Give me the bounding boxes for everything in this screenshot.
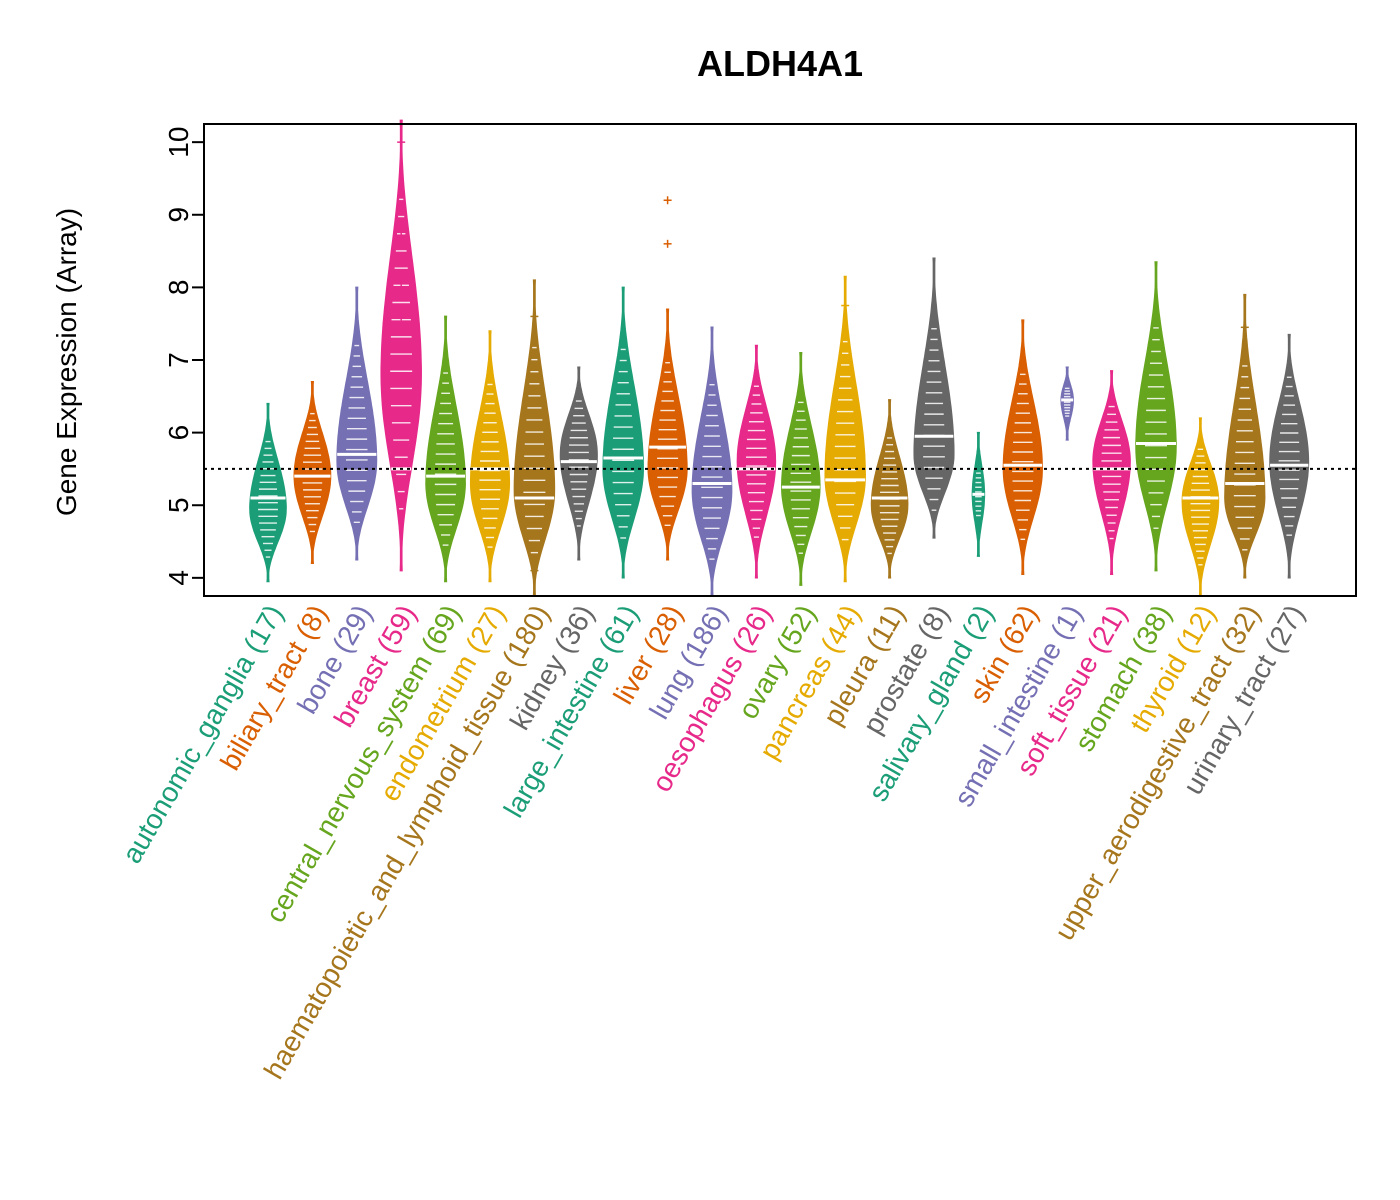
y-tick-label: 5 bbox=[163, 497, 194, 513]
chart-title: ALDH4A1 bbox=[697, 43, 863, 84]
violin-pleura bbox=[870, 399, 909, 579]
violin-bone bbox=[336, 286, 378, 561]
violin-haematopoietic_and_lymphoid_tissue bbox=[513, 279, 556, 597]
y-tick-label: 7 bbox=[163, 352, 194, 368]
y-tick-label: 8 bbox=[163, 280, 194, 296]
violin-biliary_tract bbox=[293, 381, 332, 565]
y-tick-label: 10 bbox=[163, 127, 194, 158]
y-axis: 4 5 6 7 8 9 10 bbox=[163, 127, 204, 586]
violin-liver bbox=[647, 308, 688, 561]
violin-urinary_tract bbox=[1269, 333, 1310, 579]
violin-small_intestine bbox=[1060, 366, 1074, 441]
y-tick-label: 9 bbox=[163, 207, 194, 223]
violin-lung bbox=[691, 326, 733, 597]
plot-area-frame bbox=[203, 123, 1357, 597]
violin-soft_tissue bbox=[1092, 370, 1131, 575]
violin-large_intestine bbox=[602, 286, 644, 579]
violin-upper_aerodigestive_tract bbox=[1224, 293, 1266, 579]
violin-skin bbox=[1002, 319, 1043, 575]
y-axis-label: Gene Expression (Array) bbox=[51, 208, 82, 516]
y-tick-label: 6 bbox=[163, 425, 194, 441]
violin-endometrium bbox=[469, 330, 511, 583]
x-axis-labels: autonomic_ganglia (17)biliary_tract (8)b… bbox=[116, 600, 1310, 1085]
violin-breast bbox=[380, 119, 422, 572]
violin-series bbox=[249, 119, 1310, 597]
violin-pancreas bbox=[824, 275, 866, 583]
violin-oesophagus bbox=[736, 344, 777, 579]
violin-kidney bbox=[559, 366, 598, 561]
violin-central_nervous_system bbox=[425, 315, 466, 583]
y-tick-label: 4 bbox=[163, 570, 194, 586]
violin-stomach bbox=[1135, 261, 1177, 572]
violin-thyroid bbox=[1181, 417, 1220, 597]
violin-prostate bbox=[913, 257, 955, 539]
violin-autonomic_ganglia bbox=[249, 402, 287, 583]
